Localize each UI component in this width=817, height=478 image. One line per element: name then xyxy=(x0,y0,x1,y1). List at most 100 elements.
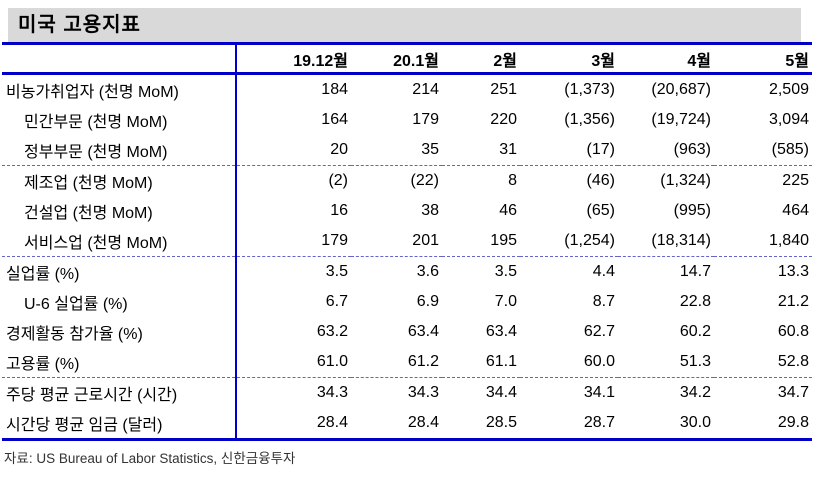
value-cell: 3.5 xyxy=(325,263,348,280)
table-row: 시간당 평균 임금 (달러) 28.4 28.4 28.5 28.7 30.0 29.8 xyxy=(2,408,812,440)
value-cell: (22) xyxy=(410,172,439,189)
value-cell: (1,356) xyxy=(564,111,615,128)
row-label: 민간부문 (천명 MoM) xyxy=(2,105,237,135)
value-cell: 46 xyxy=(499,202,517,219)
value-cell: 14.7 xyxy=(679,263,711,280)
value-cell: 34.3 xyxy=(407,384,439,401)
source-note: 자료: US Bureau of Labor Statistics, 신한금융투… xyxy=(4,451,296,466)
value-cell: 3.6 xyxy=(416,263,439,280)
value-cell: 201 xyxy=(351,226,442,257)
table-row: 비농가취업자 (천명 MoM) 184 214 251 (1,373) (20,687) 2… xyxy=(2,73,812,105)
value-cell: 251 xyxy=(490,81,517,98)
value-cell: 220 xyxy=(490,111,517,128)
value-cell: 1,840 xyxy=(714,226,812,257)
value-cell: 3.5 xyxy=(494,263,517,280)
column-header: 19.12월 xyxy=(236,43,351,75)
row-label: 정부부문 (천명 MoM) xyxy=(2,135,237,166)
value-cell: 3,094 xyxy=(768,111,809,128)
value-cell: 13.3 xyxy=(777,263,809,280)
value-cell: 34.1 xyxy=(583,384,615,401)
value-cell: 28.4 xyxy=(407,414,439,431)
column-header: 20.1월 xyxy=(351,43,442,75)
table-wrapper: 19.12월 20.1월 2월 3월 4월 5월 비농가취업자 (천명 MoM)… xyxy=(2,42,815,441)
table-row: 정부부문 (천명 MoM) 20 35 31 (17) (963) (585) xyxy=(2,135,812,166)
row-label: 서비스업 (천명 MoM) xyxy=(2,226,237,257)
table-row: 실업률 (%) 3.5 3.6 3.5 4.4 14.7 13.3 xyxy=(2,256,812,287)
value-cell: 195 xyxy=(442,226,520,257)
value-cell: 464 xyxy=(782,202,809,219)
value-cell: 29.8 xyxy=(777,414,809,431)
value-cell: 63.4 xyxy=(407,323,439,340)
value-cell: 28.4 xyxy=(316,414,348,431)
table-row: 경제활동 참가율 (%) 63.2 63.4 63.4 62.7 60.2 60.8 xyxy=(2,317,812,347)
column-header: 5월 xyxy=(714,43,812,75)
title-bar: 미국 고용지표 xyxy=(8,8,801,42)
value-cell: 30.0 xyxy=(679,414,711,431)
row-label: 실업률 (%) xyxy=(2,256,237,287)
column-header: 3월 xyxy=(520,43,618,75)
value-cell: 61.2 xyxy=(351,347,442,378)
value-cell: 51.3 xyxy=(618,347,714,378)
value-cell: 63.2 xyxy=(316,323,348,340)
value-cell: (995) xyxy=(673,202,711,219)
value-cell: (20,687) xyxy=(651,81,711,98)
value-cell: 34.4 xyxy=(485,384,517,401)
value-cell: 164 xyxy=(321,111,348,128)
page-title: 미국 고용지표 xyxy=(18,14,141,36)
table-row: 고용률 (%) 61.0 61.2 61.1 60.0 51.3 52.8 xyxy=(2,347,812,378)
row-label: U-6 실업률 (%) xyxy=(2,287,237,317)
value-cell: (1,324) xyxy=(660,172,711,189)
column-header: 2월 xyxy=(442,43,520,75)
value-cell: 2,509 xyxy=(768,81,809,98)
value-cell: 184 xyxy=(321,81,348,98)
row-label: 시간당 평균 임금 (달러) xyxy=(2,408,237,440)
value-cell: 61.1 xyxy=(442,347,520,378)
value-cell: 6.7 xyxy=(325,293,348,310)
value-cell: 179 xyxy=(412,111,439,128)
value-cell: (585) xyxy=(714,135,812,166)
value-cell: (46) xyxy=(586,172,615,189)
value-cell: 20 xyxy=(236,135,351,166)
value-cell: 62.7 xyxy=(583,323,615,340)
value-cell: 52.8 xyxy=(714,347,812,378)
row-label: 건설업 (천명 MoM) xyxy=(2,196,237,226)
table-header-row: 19.12월 20.1월 2월 3월 4월 5월 xyxy=(2,43,812,75)
value-cell: 28.7 xyxy=(583,414,615,431)
value-cell: 61.0 xyxy=(236,347,351,378)
value-cell: 6.9 xyxy=(416,293,439,310)
value-cell: (65) xyxy=(586,202,615,219)
value-cell: 34.2 xyxy=(679,384,711,401)
value-cell: 35 xyxy=(351,135,442,166)
value-cell: 179 xyxy=(236,226,351,257)
value-cell: 63.4 xyxy=(485,323,517,340)
value-cell: (2) xyxy=(328,172,348,189)
value-cell: 8 xyxy=(508,172,517,189)
value-cell: (1,373) xyxy=(564,81,615,98)
table-row: 제조업 (천명 MoM) (2) (22) 8 (46) (1,324) 225 xyxy=(2,165,812,196)
row-label: 주당 평균 근로시간 (시간) xyxy=(2,377,237,408)
value-cell: (963) xyxy=(618,135,714,166)
value-cell: 214 xyxy=(412,81,439,98)
table-row: 민간부문 (천명 MoM) 164 179 220 (1,356) (19,724) 3,0… xyxy=(2,105,812,135)
row-label: 고용률 (%) xyxy=(2,347,237,378)
value-cell: 60.0 xyxy=(520,347,618,378)
row-label: 비농가취업자 (천명 MoM) xyxy=(2,73,237,105)
value-cell: 60.2 xyxy=(679,323,711,340)
value-cell: 34.7 xyxy=(777,384,809,401)
value-cell: 8.7 xyxy=(592,293,615,310)
row-label: 제조업 (천명 MoM) xyxy=(2,165,237,196)
value-cell: 38 xyxy=(421,202,439,219)
value-cell: (1,254) xyxy=(520,226,618,257)
value-cell: (19,724) xyxy=(651,111,711,128)
row-label: 경제활동 참가율 (%) xyxy=(2,317,237,347)
value-cell: 22.8 xyxy=(679,293,711,310)
value-cell: 16 xyxy=(330,202,348,219)
value-cell: (18,314) xyxy=(618,226,714,257)
value-cell: 7.0 xyxy=(494,293,517,310)
value-cell: 225 xyxy=(782,172,809,189)
value-cell: 21.2 xyxy=(777,293,809,310)
table-row: 서비스업 (천명 MoM) 179 201 195 (1,254) (18,314) 1,8… xyxy=(2,226,812,257)
value-cell: 4.4 xyxy=(592,263,615,280)
table-row: 주당 평균 근로시간 (시간) 34.3 34.3 34.4 34.1 34.2 34.7 xyxy=(2,377,812,408)
